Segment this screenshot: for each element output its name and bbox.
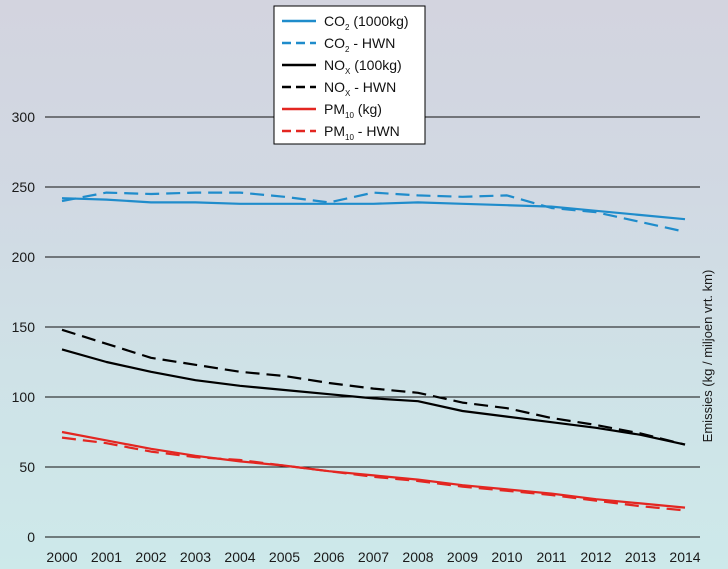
legend-label: PM10 - HWN (324, 123, 400, 142)
x-tick-label: 2004 (224, 549, 255, 565)
series-lines (61, 191, 686, 512)
y-tick-label: 250 (12, 179, 36, 195)
y-tick-label: 100 (12, 389, 36, 405)
x-tick-label: 2013 (625, 549, 656, 565)
x-axis-ticks: 2000 2001 2002 2003 2004 2005 2006 2007 2008 2009… (46, 549, 700, 565)
legend-label: PM10 (kg) (324, 101, 382, 120)
y-tick-label: 200 (12, 249, 36, 265)
series-line (61, 430, 686, 509)
y-axis-title: Emissies (kg / miljoen vrt. km) (700, 270, 715, 443)
legend-label: NOX (100kg) (324, 57, 402, 76)
y-tick-label: 50 (19, 459, 35, 475)
y-tick-label: 0 (27, 529, 35, 545)
y-tick-label: 300 (12, 109, 36, 125)
x-tick-label: 2002 (135, 549, 166, 565)
x-tick-label: 2008 (402, 549, 433, 565)
legend-label: CO2 (1000kg) (324, 13, 409, 32)
x-tick-label: 2001 (91, 549, 122, 565)
x-tick-label: 2005 (269, 549, 300, 565)
series-line (61, 348, 686, 446)
x-tick-label: 2009 (447, 549, 478, 565)
x-tick-label: 2000 (46, 549, 77, 565)
x-tick-label: 2014 (669, 549, 700, 565)
legend-label: NOX - HWN (324, 79, 396, 98)
series-line (61, 191, 686, 233)
legend-box (273, 5, 426, 145)
y-tick-label: 150 (12, 319, 36, 335)
grid-lines (45, 116, 700, 538)
legend-label: CO2 - HWN (324, 35, 395, 54)
legend: CO2 (1000kg) CO2 - HWN NOX (100kg) NOX - HW… (273, 5, 426, 145)
x-tick-label: 2007 (358, 549, 389, 565)
x-tick-label: 2006 (313, 549, 344, 565)
series-line (61, 197, 686, 221)
series-line (61, 436, 686, 512)
x-tick-label: 2012 (580, 549, 611, 565)
x-tick-label: 2011 (536, 549, 566, 565)
y-axis-ticks: 0 50 100 150 200 250 300 (12, 109, 36, 545)
series-line (61, 328, 686, 446)
x-tick-label: 2003 (180, 549, 211, 565)
x-tick-label: 2010 (491, 549, 522, 565)
